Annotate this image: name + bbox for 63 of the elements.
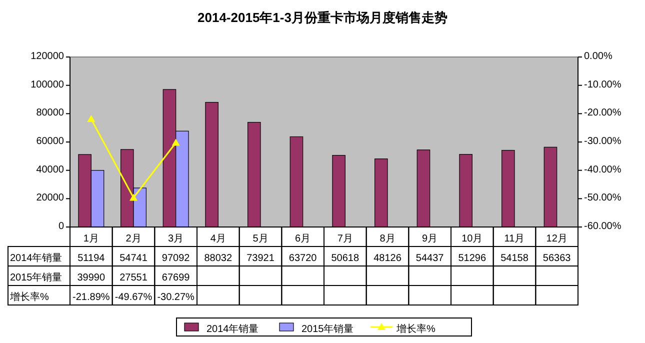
x-tick-label: 6月	[295, 234, 311, 244]
x-tick-label: 12月	[546, 234, 568, 244]
data-label: -49.67%	[114, 292, 152, 303]
bar	[290, 136, 304, 228]
data-label: 54158	[500, 253, 529, 264]
data-label: 51194	[78, 253, 106, 264]
x-tick-label: 3月	[168, 234, 184, 244]
y-tick-label: 40000	[36, 164, 64, 176]
point	[172, 138, 180, 146]
data-label: 63720	[288, 253, 318, 264]
y2-tick-label: -50.00%	[584, 192, 622, 204]
y2-tick-label: -60.00%	[584, 221, 622, 232]
y2-tick-label: -40.00%	[584, 164, 622, 176]
data-label: 39990	[77, 272, 106, 284]
legend-label: 2014年销量	[206, 323, 259, 335]
x-tick-label: 1月	[83, 234, 99, 244]
chart-title: 2014-2015年1-3月份重卡市场月度销售走势	[198, 10, 448, 25]
bar	[248, 122, 261, 228]
y2-tick-label: 0.00%	[584, 51, 612, 62]
data-label: 27551	[120, 272, 148, 284]
bar	[502, 150, 515, 228]
bar	[374, 158, 388, 228]
data-label: 54437	[416, 253, 444, 264]
y2-tick-label: -30.00%	[584, 136, 622, 147]
data-label: 73921	[246, 253, 275, 264]
y-tick-label: 0	[58, 221, 64, 232]
point	[130, 194, 138, 201]
text: 增长率%	[10, 292, 49, 303]
data-label: 56363	[542, 253, 572, 264]
data-label: -21.89%	[72, 292, 110, 303]
y2-tick-label: -20.00%	[584, 108, 622, 119]
legend-label: 增长率%	[396, 323, 436, 335]
bar	[416, 150, 430, 228]
text: 2014年销量	[10, 253, 62, 264]
y2-tick-label: -10.00%	[584, 79, 622, 90]
y-tick-label: 100000	[30, 79, 64, 90]
legend-label: 2015年销量	[302, 323, 354, 335]
text: 2015年销量	[10, 272, 62, 284]
y-tick-label: 20000	[36, 192, 64, 204]
bar	[544, 146, 558, 228]
x-tick-label: 9月	[422, 234, 438, 244]
data-label: -30.27%	[157, 292, 195, 303]
data-label: 48126	[374, 253, 402, 264]
y-tick-label: 60000	[36, 136, 64, 147]
point	[87, 115, 96, 122]
x-tick-label: 10月	[462, 234, 483, 244]
data-label: 88032	[204, 253, 233, 264]
x-tick-label: 4月	[210, 234, 226, 244]
x-tick-label: 5月	[252, 234, 268, 244]
data-label: 50618	[331, 253, 360, 264]
data-label: 67699	[162, 272, 190, 284]
data-label: 51296	[458, 253, 487, 264]
x-tick-label: 11月	[504, 234, 525, 244]
bar	[205, 102, 218, 228]
x-tick-label: 8月	[380, 234, 396, 244]
x-tick-label: 2月	[126, 234, 142, 244]
bar	[459, 154, 472, 228]
bar	[332, 154, 346, 228]
y-tick-label: 80000	[36, 108, 64, 119]
data-label: 54741	[120, 253, 148, 264]
y-tick-label: 120000	[30, 51, 64, 62]
data-label: 97092	[162, 253, 190, 264]
x-tick-label: 7月	[337, 234, 353, 244]
